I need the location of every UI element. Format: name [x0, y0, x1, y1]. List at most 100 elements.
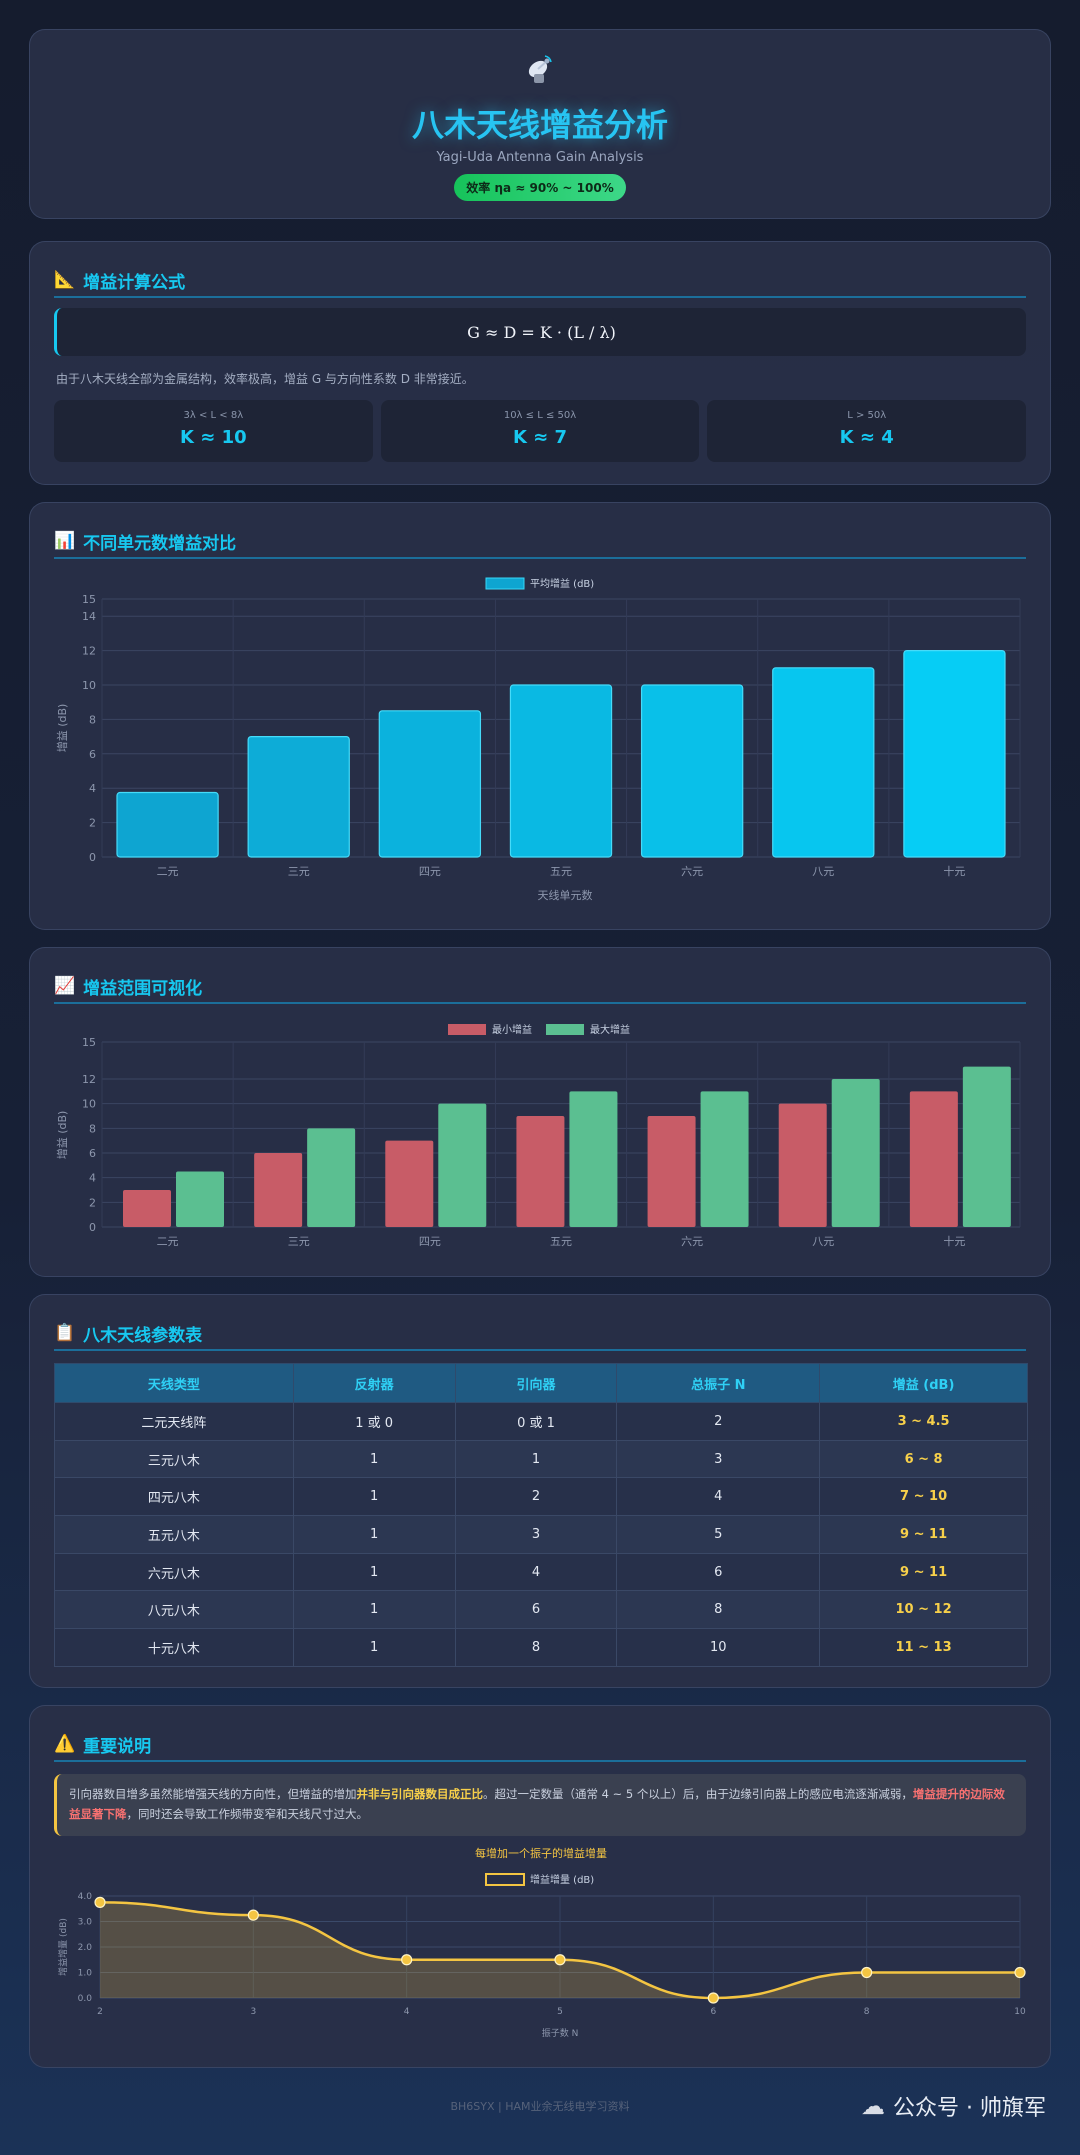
gain-chart-section-title: 📊 不同单元数增益对比	[54, 525, 1026, 559]
section-title-text: 不同单元数增益对比	[83, 533, 237, 554]
watermark-text: 公众号 · 帅旗军	[893, 2096, 1046, 2121]
triangle-ruler-icon: 📐	[54, 270, 76, 290]
trend-chart-icon: 📈	[54, 976, 76, 996]
y-tick-label: 8	[89, 1122, 96, 1135]
formula-card: 📐 增益计算公式 G ≈ D = K · (L / λ) 由于八木天线全部为金属…	[29, 241, 1051, 485]
y-tick-label: 10	[82, 679, 96, 692]
bar	[378, 710, 482, 858]
section-title-text: 增益计算公式	[83, 272, 186, 293]
bar-min	[123, 1190, 171, 1227]
table-row: 十元八木 1 8 10 11 ~ 13	[54, 1628, 1028, 1667]
x-tick-label: 二元	[157, 1235, 179, 1248]
y-tick-label: 15	[82, 1036, 96, 1049]
table-card: 📋 八木天线参数表 天线类型 反射器 引向器 总振子 N 增益 (dB) 二元天…	[29, 1294, 1051, 1688]
x-tick-label: 3	[250, 2007, 256, 2017]
legend-swatch	[485, 1873, 525, 1886]
range-chart-section-title: 📈 增益范围可视化	[54, 970, 1026, 1004]
x-tick-label: 10	[1014, 2007, 1026, 2017]
table-cell: 4	[616, 1477, 821, 1517]
x-tick-label: 十元	[943, 864, 965, 878]
table-cell: 8	[616, 1590, 821, 1630]
table-row: 三元八木 1 1 3 6 ~ 8	[54, 1439, 1028, 1479]
x-tick-label: 三元	[288, 1235, 310, 1248]
table-cell: 1	[292, 1628, 456, 1667]
formula-equation: G ≈ D = K · (L / λ)	[467, 322, 616, 342]
table-header-row: 天线类型 反射器 引向器 总振子 N 增益 (dB)	[54, 1363, 1028, 1403]
wechat-icon: ☁	[861, 2092, 886, 2120]
notes-box: 引向器数目增多虽然能增强天线的方向性，但增益的增加并非与引向器数目成正比。超过一…	[54, 1774, 1026, 1836]
section-title-text: 增益范围可视化	[83, 978, 203, 999]
y-tick-label: 12	[82, 1073, 96, 1086]
table-header-cell: 总振子 N	[616, 1363, 821, 1403]
gain-cell: 11 ~ 13	[819, 1628, 1028, 1667]
y-tick-label: 12	[82, 645, 96, 658]
x-tick-label: 八元	[812, 865, 834, 878]
table-cell: 0 或 1	[454, 1402, 618, 1441]
x-tick-label: 二元	[157, 865, 179, 878]
legend-swatch	[485, 577, 525, 590]
table-cell: 1	[454, 1439, 618, 1479]
legend-swatch	[448, 1024, 486, 1035]
y-tick-label: 8	[89, 713, 96, 726]
y-tick-label: 6	[89, 748, 96, 761]
table-cell: 六元八木	[54, 1552, 294, 1592]
x-tick-label: 6	[710, 2007, 716, 2017]
k-case-1: 3λ < L < 8λ K ≈ 10	[54, 400, 373, 462]
x-axis-label: 天线单元数	[538, 888, 593, 902]
x-tick-label: 5	[557, 2007, 563, 2017]
x-tick-label: 五元	[550, 1235, 572, 1248]
warning-icon: ⚠️	[54, 1734, 76, 1754]
notes-text: ，同时还会导致工作频带变窄和天线尺寸过大。	[126, 1807, 369, 1821]
gain-bar-chart: 0 2 4 6 8 10 12 14 15 平均增益 (dB) 二元 三元 四元 五元 六元 八元 十元天线单元…	[55, 577, 1021, 902]
x-tick-label: 4	[404, 2007, 410, 2017]
table-cell: 1	[292, 1552, 456, 1592]
gain-cell: 10 ~ 12	[819, 1590, 1028, 1630]
line-point	[401, 1954, 413, 1966]
legend-label: 平均增益 (dB)	[530, 577, 594, 590]
y-tick-label: 0.0	[78, 1994, 93, 2004]
table-row: 四元八木 1 2 4 7 ~ 10	[54, 1477, 1028, 1517]
table-row: 八元八木 1 6 8 10 ~ 12	[54, 1590, 1028, 1630]
line-point	[1014, 1966, 1026, 1979]
x-tick-label: 四元	[419, 865, 441, 878]
x-tick-label: 8	[864, 2007, 870, 2017]
page-title: 八木天线增益分析	[411, 106, 668, 144]
y-axis-label: 增益 (dB)	[55, 1111, 69, 1160]
chart-legend: 最小增益 最大增益	[448, 1023, 630, 1036]
legend-label: 最小增益	[492, 1023, 532, 1036]
bar-max	[176, 1171, 224, 1227]
table-row: 六元八木 1 4 6 9 ~ 11	[54, 1552, 1028, 1592]
y-tick-label: 14	[82, 610, 96, 623]
x-tick-label: 2	[97, 2007, 103, 2017]
line-point	[707, 1992, 719, 2004]
bar-chart-icon: 📊	[54, 531, 76, 551]
header-card: 八木天线增益分析 Yagi-Uda Antenna Gain Analysis …	[29, 29, 1051, 219]
table-cell: 5	[616, 1515, 821, 1554]
table-cell: 3	[454, 1515, 618, 1554]
gain-cell: 3 ~ 4.5	[819, 1402, 1028, 1441]
table-header-cell: 天线类型	[54, 1363, 294, 1403]
y-axis-label: 增益 (dB)	[55, 704, 69, 753]
table-cell: 十元八木	[54, 1628, 294, 1667]
table-cell: 8	[454, 1628, 618, 1667]
table-header-cell: 引向器	[454, 1363, 618, 1403]
satellite-dish-icon	[30, 52, 1050, 90]
table-cell: 10	[616, 1628, 821, 1667]
y-tick-label: 0	[89, 851, 96, 864]
gain-cell: 6 ~ 8	[819, 1439, 1028, 1479]
page-subtitle: Yagi-Uda Antenna Gain Analysis	[436, 150, 644, 165]
y-axis-label: 增益增量 (dB)	[57, 1918, 69, 1976]
bar	[116, 791, 219, 858]
gain-cell: 9 ~ 11	[819, 1515, 1028, 1554]
y-tick-label: 2	[89, 817, 96, 830]
table-cell: 1 或 0	[292, 1402, 456, 1441]
line-point	[861, 1966, 873, 1979]
bar-min	[516, 1116, 565, 1227]
y-tick-label: 2.0	[78, 1943, 93, 1953]
table-cell: 2	[454, 1477, 618, 1517]
y-tick-label: 0	[89, 1221, 96, 1234]
